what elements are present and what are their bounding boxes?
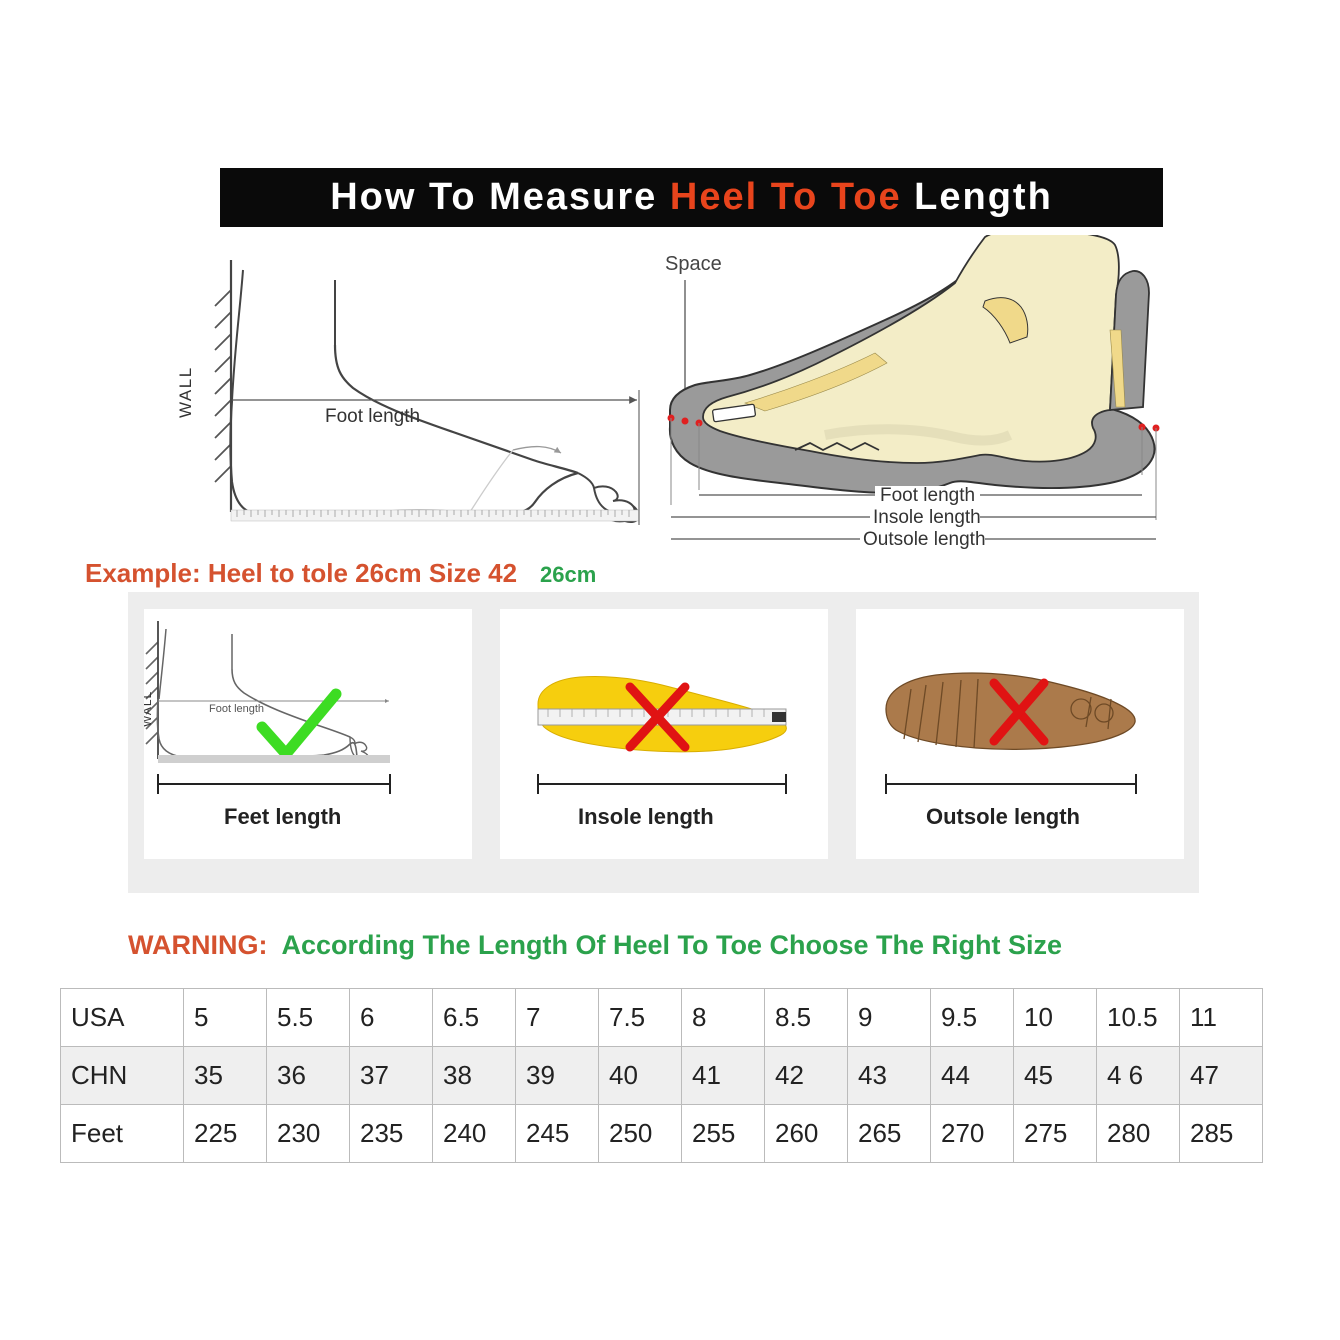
svg-text:Insole length: Insole length [578,804,714,829]
svg-text:Outsole length: Outsole length [863,529,986,550]
svg-text:Space: Space [665,253,722,275]
svg-text:WALL: WALL [144,691,154,727]
svg-text:Feet length: Feet length [224,804,341,829]
svg-text:WALL: WALL [176,366,195,418]
svg-text:Insole length: Insole length [873,507,981,528]
svg-text:Foot length: Foot length [209,703,264,715]
svg-text:Foot length: Foot length [880,485,975,506]
svg-text:Outsole length: Outsole length [926,804,1080,829]
svg-text:Foot length: Foot length [325,406,420,427]
